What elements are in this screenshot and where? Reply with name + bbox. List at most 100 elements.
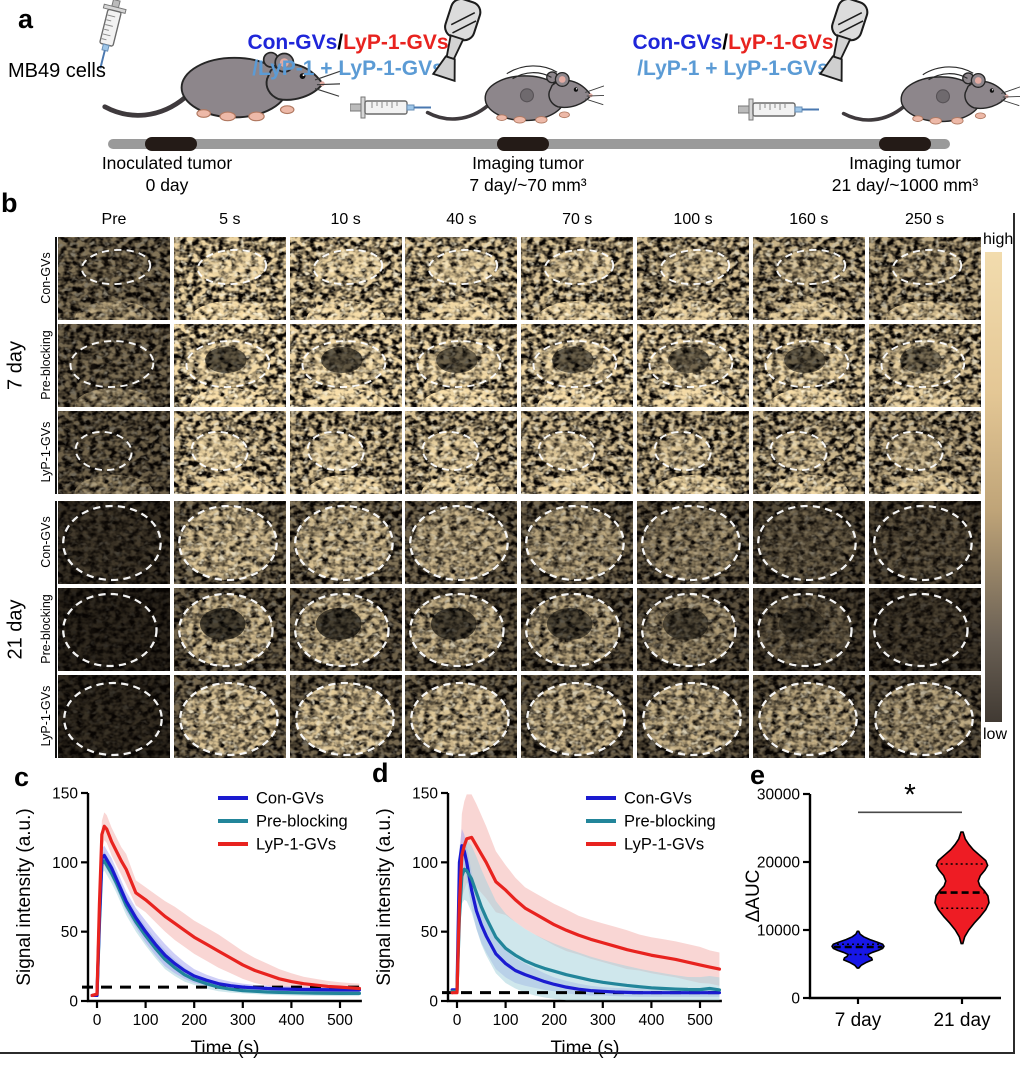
injection-group-part: /LyP-1 + LyP-1-GVs [637,56,829,80]
tumor-outline-dashed [293,592,390,668]
ultrasound-contact-arcs [922,66,974,81]
tumor-outline-dashed [74,430,133,472]
tumor-outline-dashed [891,248,962,286]
mouse-eye [989,88,995,93]
panel-a-label: a [18,4,34,34]
mouse-feet [912,112,986,125]
b-col-header: 160 s [789,211,829,228]
mouse-illustration [100,26,343,130]
y-axis-title: Signal intensity (a.u.) [14,808,35,985]
b-ultrasound-image [173,411,286,494]
series-line-Pre-blocking [90,859,362,998]
y-tick-label: 0 [429,994,438,1011]
tumor-outline-dashed [764,340,850,388]
ultrasound-contact-arcs [506,65,558,80]
tumor-outline-dashed [757,681,858,757]
b-ultrasound-image [173,324,286,407]
violin-21 day [934,831,990,945]
x-tick-label: 400 [278,1012,304,1029]
x-tick-label: 200 [541,1012,567,1029]
x-tick-label: 300 [590,1012,616,1029]
b-dark-patch [552,347,594,373]
mouse-nose [1004,94,1009,99]
significance-star: * [904,778,916,811]
b-ultrasound-image [289,237,402,320]
injection-group-part: LyP-1-GVs [343,31,449,54]
tumor-outline-dashed [416,340,502,388]
tumor-outline-dashed [537,430,596,472]
injection-group-line: /LyP-1 + LyP-1-GVs [613,56,853,82]
b-ultrasound-image [289,324,402,407]
tumor-outline-dashed [69,340,155,388]
b-dark-patch [778,608,825,640]
probe-shape [431,0,482,83]
syringe-icon [86,0,146,72]
tumor-outline-dashed [422,430,480,472]
y-tick-label: 30000 [757,787,800,804]
mouse-feet [496,111,570,124]
tumor-outline-dashed [885,430,944,472]
colorbar-low-label: low [983,726,1008,743]
error-band-LyP-1-GVs [92,812,360,997]
b-ultrasound-image [405,411,518,494]
tumor-outline-dashed [756,504,857,582]
b-dark-patch [899,347,942,373]
panel-e-chart: 0 10000 20000 30000 ΔAUC 7 day 21 day * [743,778,1001,1031]
panel-d-chart: 0 50 100 150 0 100 200 300 400 500 Signal intensit… [374,785,722,1059]
tumor-outline-dashed [177,504,278,582]
tumor-spot [519,88,534,103]
b-col-header: 10 s [330,211,361,228]
b-ultrasound-image [289,588,402,671]
injection-group-line: Con-GVs/LyP-1-GVs [228,30,468,56]
series-line-Con-GVs [450,844,722,995]
tumor-outline-dashed [62,592,158,668]
mouse-tail [841,104,906,122]
b-ultrasound-image [752,411,865,494]
x-tick-label: 0 [453,1012,462,1029]
b-dark-patch [662,608,709,640]
mouse-tail [425,103,490,121]
timeline-segment-0day [145,137,197,151]
injection-group-part: / [722,31,729,54]
timeline-title: Inoculated tumor [101,153,233,173]
b-col-header: 40 s [446,211,477,228]
b-ultrasound-image [752,675,865,758]
tumor-outline-dashed [526,681,627,757]
y-tick-label: 50 [61,924,79,941]
b-ultrasound-image [868,675,981,758]
tumor-outline-dashed [659,248,731,286]
tumor-outline-dashed [653,430,712,472]
mouse-head [265,62,324,101]
b-ultrasound-image [405,675,518,758]
b-dark-patch [436,347,478,373]
b-col-header: 250 s [905,211,945,228]
tumor-outline-dashed [80,248,152,286]
y-tick-label: 20000 [757,855,800,872]
error-band-Pre-blocking [92,851,360,997]
mouse-whiskers [585,85,607,106]
timeline-segment-21day [879,137,931,151]
tumor-outline-dashed [301,340,386,388]
injection-group-line: /LyP-1 + LyP-1-GVs [228,56,468,82]
tumor-outline-dashed [293,504,394,582]
b-ultrasound-image [405,501,518,584]
b-ultrasound-image [637,324,749,407]
x-tick-label: 400 [638,1012,664,1029]
b-ultrasound-image [521,588,634,671]
tumor-outline-dashed [532,340,618,388]
tumor-outline-dashed [872,504,973,582]
timeline-segment-7day [497,137,549,151]
tumor-outline-dashed [525,504,625,582]
mouse-nose [319,81,325,87]
tumor-spot [935,89,950,104]
b-ultrasound-image [58,675,170,758]
injection-group-line: Con-GVs/LyP-1-GVs [613,30,853,56]
syringe-icon [349,94,432,122]
tumor-outline-dashed [294,681,395,757]
page-border-right [1013,213,1015,1053]
y-tick-label: 50 [421,924,439,941]
timeline-title: Imaging tumor [472,153,584,173]
tumor-outline-dashed [410,681,511,757]
x-tick-label: 300 [230,1012,256,1029]
b-dark-patch [315,608,362,640]
